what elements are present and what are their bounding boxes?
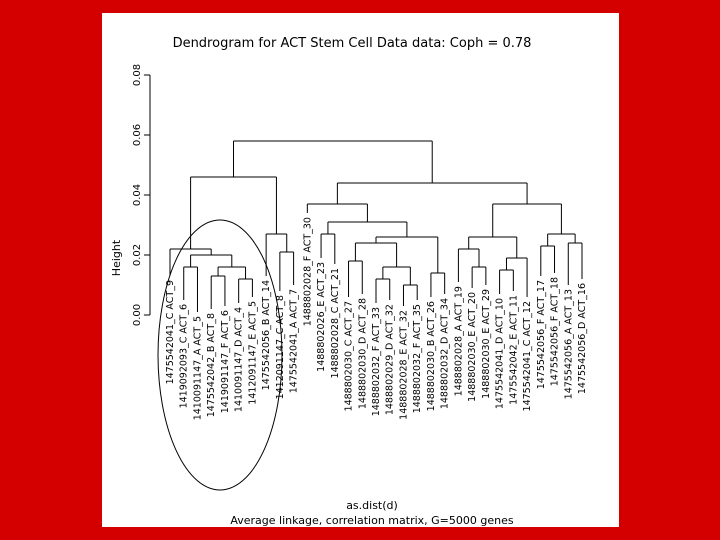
- chart-title: Dendrogram for ACT Stem Cell Data data: …: [173, 36, 532, 51]
- leaf-label: 1419092093_C ACT_6: [179, 304, 190, 408]
- y-tick-label: 0.06: [132, 124, 143, 146]
- leaf-label: 1488802032_F ACT_33: [371, 307, 382, 416]
- leaf-label: 1488802030_E ACT_20: [467, 292, 478, 402]
- chart-caption: Average linkage, correlation matrix, G=5…: [230, 514, 514, 527]
- leaf-label: 1475542056_B ACT_14: [261, 280, 272, 390]
- leaf-label: 1488802028_A ACT_19: [453, 286, 464, 396]
- leaf-label: 1412091147_E ACT_5: [247, 301, 258, 405]
- y-axis: 0.00 0.02 0.04 0.06 0.08: [132, 64, 151, 326]
- leaf-label: 1488802029_D ACT_32: [385, 304, 396, 415]
- y-tick-label: 0.04: [132, 184, 143, 206]
- leaf-label: 1475542041_C ACT_9: [165, 280, 176, 384]
- leaf-label: 1410091147_A ACT_5: [192, 316, 203, 420]
- leaf-label: 1488802026_E ACT_23: [316, 262, 327, 372]
- leaf-label: 1475542056_F ACT_17: [536, 280, 547, 389]
- leaf-label: 1419091147_F ACT_6: [220, 310, 231, 413]
- x-axis-label: as.dist(d): [346, 499, 398, 512]
- leaf-label: 1488802028_E ACT_32: [398, 310, 409, 420]
- leaf-label: 1475542056_A ACT_13: [563, 289, 574, 399]
- dendrogram-chart: Dendrogram for ACT Stem Cell Data data: …: [110, 36, 588, 527]
- highlight-ellipse: [157, 219, 283, 491]
- leaf-label: 1410091147_D ACT_4: [234, 307, 245, 412]
- leaf-label: 1475542042_B ACT_8: [206, 313, 217, 417]
- leaf-label: 1475542041_A ACT_7: [289, 289, 300, 393]
- leaf-label: 1488802030_D ACT_28: [357, 298, 368, 409]
- y-tick-label: 0.08: [132, 64, 143, 86]
- dendrogram-branches: [169, 140, 583, 312]
- leaf-label: 1475542056_F ACT_18: [550, 277, 561, 386]
- y-tick-label: 0.02: [132, 244, 143, 266]
- leaf-label: 1488802028_F ACT_30: [302, 217, 313, 326]
- leaf-label: 1475542056_D ACT_16: [577, 283, 588, 394]
- leaf-label: 1488802030_B ACT_26: [426, 301, 437, 411]
- leaf-label: 1488802032_F ACT_35: [412, 304, 423, 413]
- leaf-label: 1412091147_C ACT_8: [275, 295, 286, 399]
- leaf-labels: 1475542041_C ACT_9 1419092093_C ACT_6 1410…: [165, 217, 588, 420]
- leaf-label: 1488802030_E ACT_29: [481, 289, 492, 399]
- leaf-label: 1488802030_C ACT_27: [344, 301, 355, 411]
- leaf-label: 1488802028_C ACT_21: [330, 268, 341, 378]
- leaf-label: 1488802032_D ACT_34: [440, 298, 451, 409]
- leaf-label: 1475542041_D ACT_10: [495, 298, 506, 409]
- leaf-label: 1475542042_E ACT_11: [508, 295, 519, 405]
- y-axis-label: Height: [110, 239, 123, 276]
- slide-panel: Dendrogram for ACT Stem Cell Data data: …: [102, 13, 619, 527]
- y-tick-label: 0.00: [132, 304, 143, 326]
- leaf-label: 1475542041_C ACT_12: [522, 301, 533, 411]
